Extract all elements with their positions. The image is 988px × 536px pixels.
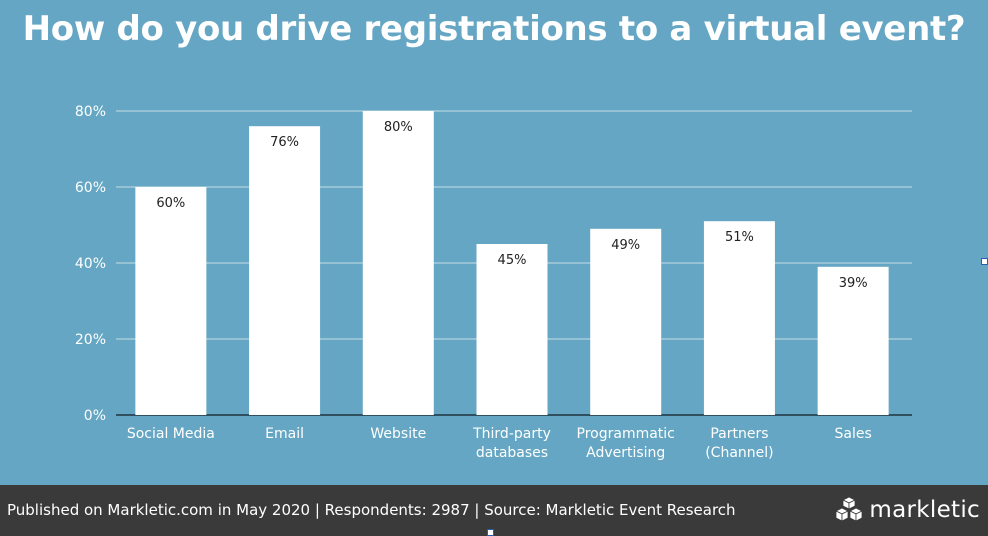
y-tick-label: 0%	[84, 408, 106, 424]
x-tick-label: Programmatic	[577, 426, 675, 442]
footer-source-text: Published on Markletic.com in May 2020 |…	[7, 501, 736, 519]
bar	[817, 266, 889, 415]
cubes-icon	[835, 496, 864, 522]
chart-title: How do you drive registrations to a virt…	[22, 9, 966, 49]
logo-text: markletic	[869, 497, 980, 523]
x-tick-label: Website	[370, 426, 426, 442]
bar	[590, 228, 662, 415]
x-tick-label: databases	[476, 445, 548, 461]
selection-handle-bottom[interactable]	[487, 529, 494, 536]
y-tick-label: 80%	[75, 104, 106, 120]
bar	[135, 187, 207, 415]
markletic-logo: markletic	[834, 496, 980, 524]
bar-value-label: 45%	[498, 253, 527, 268]
bar	[249, 126, 321, 415]
footer-bar: Published on Markletic.com in May 2020 |…	[0, 485, 988, 536]
bar-value-label: 60%	[156, 196, 185, 211]
x-tick-label: Third-party	[472, 426, 551, 442]
bar-value-label: 80%	[384, 120, 413, 135]
y-tick-label: 20%	[75, 332, 106, 348]
bar	[476, 244, 548, 415]
bar	[362, 111, 434, 415]
x-tick-label: Social Media	[127, 426, 215, 442]
bar-chart: 0% 20% 40% 60% 80% 60% Social Media 76% Email 80%…	[75, 104, 912, 461]
x-tick-label: (Channel)	[705, 445, 773, 461]
bar-value-label: 76%	[270, 135, 299, 150]
bar	[703, 221, 775, 415]
x-tick-label: Sales	[835, 426, 872, 442]
bar-value-label: 49%	[611, 238, 640, 253]
y-tick-label: 40%	[75, 256, 106, 272]
bar-value-label: 39%	[839, 276, 868, 291]
x-tick-label: Email	[265, 426, 304, 442]
y-tick-label: 60%	[75, 180, 106, 196]
bar-value-label: 51%	[725, 230, 754, 245]
x-tick-label: Partners	[710, 426, 768, 442]
selection-handle-right[interactable]	[981, 258, 988, 265]
x-tick-label: Advertising	[586, 445, 665, 461]
